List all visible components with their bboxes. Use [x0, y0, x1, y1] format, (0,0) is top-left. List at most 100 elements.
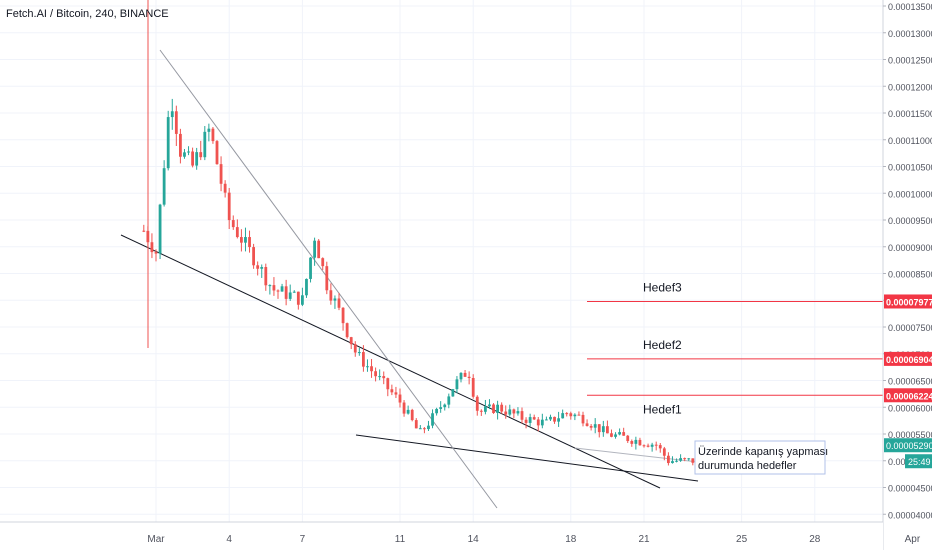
candle-body — [683, 458, 687, 460]
candle-body — [577, 414, 581, 416]
candle-body — [195, 152, 199, 166]
candle-body — [301, 295, 304, 305]
price-axis[interactable]: 0.00013500 0.00013000 0.00012500 0.00012000… — [882, 0, 932, 550]
candle-body — [516, 411, 520, 414]
candle-body — [366, 366, 369, 368]
candle-body — [223, 183, 227, 193]
candle-body — [634, 439, 638, 444]
candle-body — [272, 285, 276, 291]
candle-body — [492, 404, 495, 413]
candle-body — [475, 396, 479, 411]
candle-body — [333, 298, 337, 301]
price-tick-label: 0.00012000 — [888, 82, 932, 92]
candle-body — [455, 379, 459, 390]
target-label: Hedef3 — [643, 280, 682, 294]
target-price-tag — [884, 388, 932, 403]
candle-body — [288, 292, 292, 299]
price-tick-label: 0.00013500 — [888, 2, 932, 12]
trendlines — [120, 0, 699, 509]
time-tick-label: 18 — [565, 534, 577, 545]
candle-body — [654, 444, 658, 446]
candle-body — [687, 458, 691, 460]
candle-body — [268, 285, 272, 287]
candle-body — [227, 192, 231, 221]
grid — [0, 0, 913, 522]
candle-body — [296, 291, 300, 305]
candle-body — [622, 432, 626, 436]
candle-body — [638, 439, 642, 446]
candle-body — [610, 433, 613, 437]
candle-body — [658, 445, 662, 449]
candle-body — [321, 258, 325, 267]
candle-body — [390, 389, 394, 393]
candle-body — [532, 417, 536, 420]
candle-body — [248, 237, 251, 248]
candle-body — [162, 168, 166, 205]
projection-line — [574, 447, 699, 463]
candle-body — [341, 307, 345, 324]
candle-body — [459, 372, 463, 380]
candle-body — [418, 428, 422, 430]
candle-body — [488, 404, 491, 407]
candle-body — [601, 426, 605, 433]
candle-body — [142, 230, 146, 232]
candle-body — [508, 409, 512, 415]
candle-body — [362, 352, 365, 367]
candle-body — [256, 265, 260, 269]
candle-body — [382, 376, 386, 379]
candle-body — [349, 337, 353, 345]
candle-body — [528, 417, 532, 423]
candle-body — [642, 445, 646, 447]
annotation-group: Üzerinde kapanış yapması durumunda hedefl… — [694, 440, 828, 475]
candle-body — [606, 426, 609, 434]
annotation-text-line2: durumunda hedefler — [698, 460, 797, 472]
candle-body — [215, 141, 219, 165]
candle-body — [276, 290, 280, 292]
candle-body — [524, 419, 528, 423]
candle-body — [447, 396, 451, 405]
candle-body — [187, 151, 190, 153]
candle-body — [512, 409, 516, 414]
candle-body — [337, 298, 341, 308]
candle-body — [284, 286, 288, 299]
time-axis-background — [0, 522, 883, 550]
candle-body — [553, 416, 556, 422]
price-tick-label: 0.00010000 — [888, 189, 932, 199]
candle-body — [150, 242, 154, 253]
candle-body — [557, 418, 560, 422]
candle-body — [313, 240, 316, 258]
candle-body — [357, 352, 361, 354]
time-axis[interactable]: Mar47111418212528Apr48 — [0, 521, 932, 550]
steep-trendline — [159, 49, 498, 509]
price-tick-label: 0.00010500 — [888, 163, 932, 173]
candle-body — [471, 377, 475, 397]
time-tick-label: 14 — [468, 534, 480, 545]
target-price-tag — [884, 351, 932, 366]
target-price-tag-label: 0.00006904 — [886, 355, 932, 365]
candle-body — [292, 291, 296, 293]
candle-body — [309, 257, 312, 279]
candle-body — [378, 376, 382, 378]
candle-body — [520, 411, 524, 420]
candle-body — [166, 117, 170, 169]
candle-body — [484, 406, 487, 412]
candle-body — [662, 448, 666, 456]
candle-body — [170, 111, 174, 118]
target-levels: Hedef3 Hedef2 Hedef1 — [587, 280, 883, 416]
candle-body — [540, 419, 544, 426]
candle-body — [203, 131, 207, 158]
candle-body — [691, 458, 695, 463]
target-label: Hedef1 — [643, 402, 682, 416]
time-tick-label: Mar — [147, 534, 165, 545]
candle-body — [536, 419, 540, 426]
candle-body — [646, 445, 650, 447]
price-tick-label: 0.00011500 — [888, 109, 932, 119]
candle-body — [317, 240, 321, 259]
candle-body — [479, 410, 483, 412]
candle-body — [158, 204, 162, 254]
candle-body — [394, 392, 398, 395]
candle-body — [211, 128, 215, 142]
time-tick-label: 21 — [638, 534, 650, 545]
price-tick-label: 0.00008500 — [888, 270, 932, 280]
